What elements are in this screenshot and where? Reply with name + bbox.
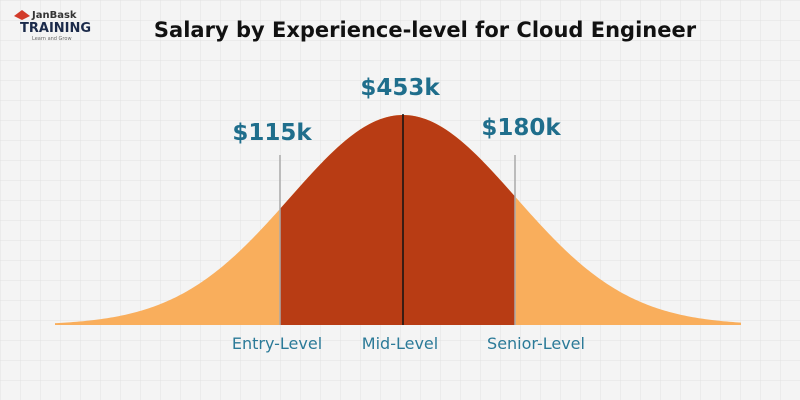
mid-label: Mid-Level (362, 334, 438, 353)
logo-brand: JanBask (31, 10, 77, 21)
bell-middle (280, 115, 515, 325)
logo-icon (14, 10, 30, 20)
logo: JanBask TRAINING Learn and Grow (14, 10, 91, 42)
logo-tagline: Learn and Grow (32, 36, 72, 42)
mid-salary: $453k (360, 75, 440, 101)
entry-label: Entry-Level (232, 334, 322, 353)
senior-salary: $180k (481, 115, 561, 141)
title: Salary by Experience-level for Cloud Eng… (154, 18, 697, 42)
senior-label: Senior-Level (487, 334, 585, 353)
logo-name: TRAINING (20, 21, 91, 36)
entry-salary: $115k (232, 120, 312, 146)
